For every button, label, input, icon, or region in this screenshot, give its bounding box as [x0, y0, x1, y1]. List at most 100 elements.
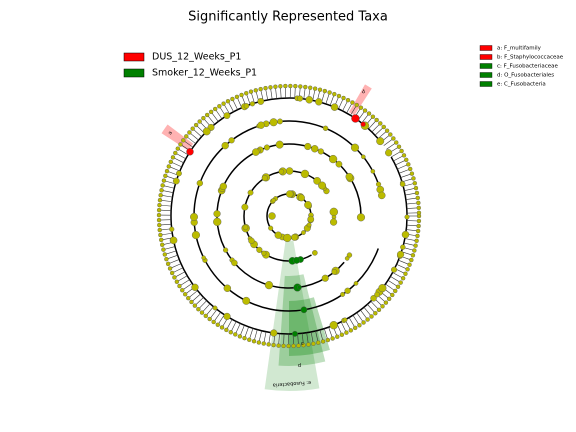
leaf-node: [276, 343, 281, 348]
leaf-node: [239, 92, 244, 98]
leaf-node: [341, 95, 346, 101]
leaf-node: [327, 90, 332, 95]
leaf-node: [199, 310, 205, 315]
leaf-node: [406, 162, 411, 167]
leaf-node: [416, 218, 422, 224]
leaf-node: [374, 117, 379, 123]
leaf-node: [167, 266, 173, 271]
tree-node: [223, 312, 231, 320]
tree-node: [315, 98, 323, 106]
leaf-node: [157, 202, 162, 208]
clade-label: e: Fusobacteria: [273, 379, 312, 388]
leaf-node: [386, 296, 392, 302]
leaf-node: [415, 233, 420, 239]
leaf-node: [196, 306, 201, 312]
tree-node: [307, 215, 315, 223]
tree-node: [322, 125, 329, 131]
leaf-node: [207, 316, 212, 322]
leaf-node: [301, 342, 306, 348]
leaf-node: [244, 91, 249, 96]
leaf-node: [408, 166, 413, 172]
leaf-node: [225, 99, 231, 104]
tree-node: [212, 305, 218, 311]
leaf-node: [335, 334, 340, 339]
leaf-node: [184, 134, 189, 139]
leaf-node: [369, 314, 374, 319]
leaf-node: [415, 228, 421, 234]
leaf-node: [162, 252, 168, 257]
tree-node: [268, 225, 274, 231]
leaf-node: [298, 84, 303, 89]
leaf-node: [203, 313, 208, 319]
leaf-node: [186, 295, 191, 301]
leaf-node: [409, 257, 414, 263]
leaf-node: [173, 150, 178, 156]
leaf-node: [197, 119, 202, 124]
leaf-node: [268, 85, 273, 90]
tree-node: [344, 256, 350, 261]
tree-node: [172, 177, 180, 185]
leaf-node: [187, 130, 192, 135]
leaf-node: [317, 87, 323, 92]
leaf-node: [157, 197, 163, 203]
tree-node: [297, 284, 302, 290]
tree-node: [169, 236, 178, 245]
leaf-node: [212, 106, 218, 112]
leaf-node: [413, 185, 419, 191]
tree-node: [263, 144, 270, 151]
leaf-node: [332, 91, 337, 97]
tree: a b c d e: Fusobacteria: [156, 83, 422, 391]
leaf-node: [416, 223, 421, 229]
tree-node: [293, 256, 301, 264]
tree-node: [296, 95, 304, 102]
tree-node: [330, 103, 339, 111]
legend-label: Smoker_12_Weeks_P1: [152, 68, 257, 79]
leaf-node: [263, 85, 268, 91]
leaf-node: [412, 181, 418, 186]
tree-node: [249, 101, 255, 107]
tree-node: [353, 281, 359, 286]
leaf-node: [384, 128, 390, 133]
leaf-node: [190, 126, 195, 131]
leaf-node: [391, 136, 396, 141]
leaf-node: [336, 93, 342, 99]
tree-node: [190, 212, 198, 221]
root-node: [268, 212, 276, 220]
tree-node: [351, 114, 360, 123]
leaf-node: [163, 173, 168, 179]
leaf-node: [330, 336, 335, 341]
tree-node: [345, 172, 354, 181]
leaf-node: [170, 155, 176, 160]
legend-swatch: [123, 68, 145, 78]
tree-node: [286, 190, 294, 198]
tree-node: [321, 274, 329, 282]
tree-node: [241, 203, 249, 211]
tree-node: [385, 149, 393, 157]
leaf-node: [283, 83, 288, 89]
tree-node: [186, 148, 194, 156]
leaf-node: [160, 183, 165, 188]
leaf-node: [416, 210, 422, 216]
tree-node: [360, 121, 366, 127]
tree-node: [356, 213, 366, 222]
leaf-node: [405, 267, 410, 272]
tree-node: [264, 281, 274, 290]
tree-node: [270, 329, 278, 337]
leaf-node: [398, 280, 403, 285]
leaf-node: [193, 122, 199, 128]
leaf-node: [403, 271, 408, 277]
leaf-node: [215, 322, 221, 327]
clade-label: d: [298, 363, 301, 369]
leaf-node: [234, 94, 240, 100]
key: a: F_multifamily b: F_Staphylococcaceae c:…: [479, 45, 564, 88]
legend-label: DUS_12_Weeks_P1: [152, 52, 241, 63]
tree-node: [223, 247, 229, 253]
leaf-node: [381, 124, 386, 130]
leaf-node: [308, 85, 313, 90]
leaf-node: [266, 342, 271, 347]
leaf-node: [273, 84, 278, 89]
leaf-node: [161, 247, 166, 252]
leaf-node: [242, 335, 247, 341]
tree-node: [261, 175, 268, 182]
